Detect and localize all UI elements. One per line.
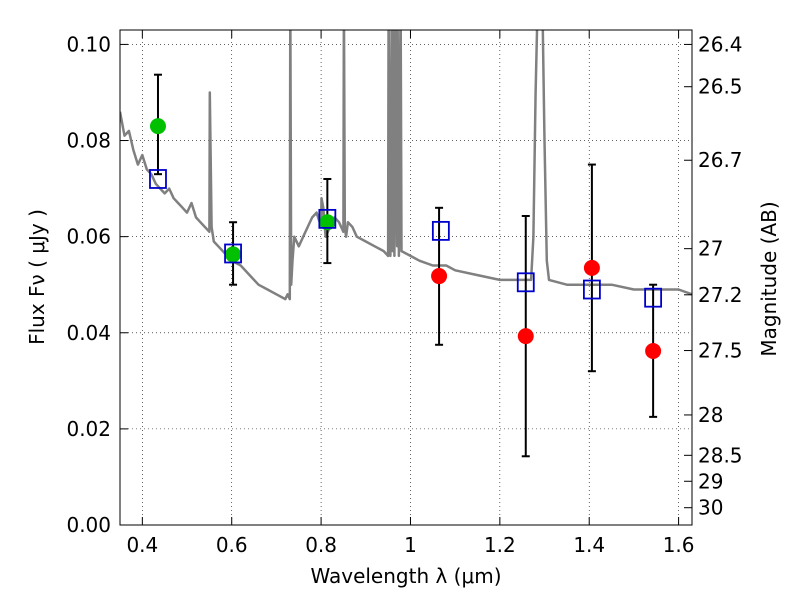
axis-ticks: 0.4 0.6 0.8 1 1.2 1.4 1.6 0.00 0.02 0.04 0.06 0.08 0… <box>66 30 743 557</box>
y2-tick-label: 27 <box>698 237 723 261</box>
model-square <box>516 272 535 293</box>
y2-tick-label: 27.2 <box>698 283 743 307</box>
model-square <box>583 279 601 300</box>
spectrum-line <box>120 30 692 301</box>
y2-tick-label: 26.7 <box>698 148 743 172</box>
y-tick-label: 0.06 <box>66 225 111 249</box>
data-point <box>645 343 662 360</box>
model-square <box>644 287 663 308</box>
y-tick-label: 0.10 <box>66 32 111 56</box>
grid <box>120 30 692 526</box>
plot-data <box>120 30 692 301</box>
data-point <box>225 246 242 263</box>
y-tick-label: 0.02 <box>66 417 111 441</box>
y2-tick-label: 28 <box>698 403 723 427</box>
data-point <box>583 259 600 276</box>
x-tick-label: 1.4 <box>573 533 605 557</box>
y2-tick-label: 29 <box>698 469 723 493</box>
x-tick-label: 1 <box>404 533 417 557</box>
model-square <box>431 220 450 241</box>
y-tick-label: 0.00 <box>66 513 111 537</box>
x-tick-label: 0.8 <box>305 533 337 557</box>
model-square <box>318 208 337 229</box>
y-axis-label: Flux Fν ( μJy ) <box>25 209 49 345</box>
x-axis-label: Wavelength λ (μm) <box>310 564 501 588</box>
plot-frame <box>119 29 693 526</box>
y-tick-label: 0.04 <box>66 321 111 345</box>
model-square <box>149 169 167 189</box>
error-bars <box>149 73 663 458</box>
data-point <box>431 268 448 285</box>
y2-tick-label: 26.5 <box>698 75 743 99</box>
y2-axis-label: Magnitude (AB) <box>757 201 781 356</box>
model-square <box>224 243 242 264</box>
x-tick-label: 0.6 <box>216 533 248 557</box>
data-point <box>319 214 336 231</box>
y2-tick-label: 28.5 <box>698 443 743 467</box>
data-point <box>149 118 166 135</box>
data-point <box>517 328 534 345</box>
x-tick-label: 1.6 <box>663 533 695 557</box>
y2-tick-label: 30 <box>698 496 723 520</box>
y-tick-label: 0.08 <box>66 129 111 153</box>
x-tick-label: 1.2 <box>484 533 516 557</box>
y2-tick-label: 27.5 <box>698 339 743 363</box>
y2-tick-label: 26.4 <box>698 32 743 56</box>
x-tick-label: 0.4 <box>126 533 158 557</box>
